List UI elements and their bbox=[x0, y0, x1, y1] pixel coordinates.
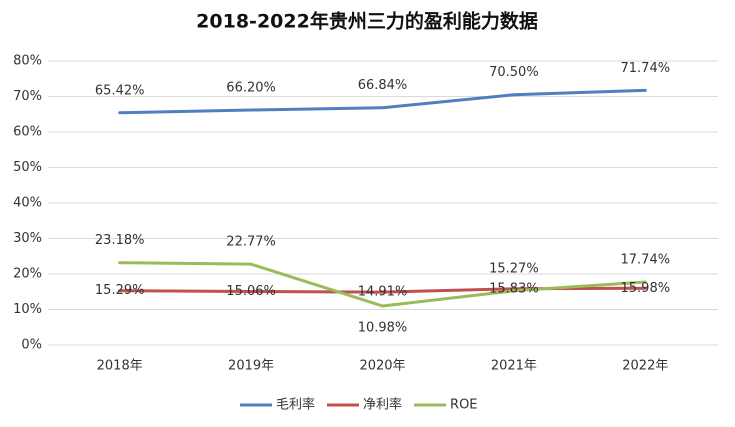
x-tick-label: 2022年 bbox=[622, 359, 668, 374]
x-tick-label: 2020年 bbox=[359, 359, 405, 374]
y-tick-label: 70% bbox=[13, 89, 42, 104]
x-tick-label: 2018年 bbox=[97, 359, 143, 374]
data-label: 66.84% bbox=[358, 78, 408, 93]
legend-label: 净利率 bbox=[363, 397, 402, 413]
y-tick-label: 40% bbox=[13, 196, 42, 211]
data-label: 23.18% bbox=[95, 233, 145, 248]
data-label: 17.74% bbox=[621, 253, 671, 268]
data-label: 65.42% bbox=[95, 83, 145, 98]
data-label: 71.74% bbox=[621, 61, 671, 76]
y-tick-label: 30% bbox=[13, 231, 42, 246]
chart-title: 2018-2022年贵州三力的盈利能力数据 bbox=[196, 10, 538, 33]
data-label: 66.20% bbox=[226, 80, 276, 95]
data-label: 14.91% bbox=[358, 285, 408, 300]
series-line bbox=[118, 88, 647, 115]
data-label: 15.98% bbox=[621, 281, 671, 296]
x-tick-label: 2019年 bbox=[228, 359, 274, 374]
legend-label: ROE bbox=[450, 398, 477, 413]
x-tick-label: 2021年 bbox=[491, 359, 537, 374]
y-tick-label: 10% bbox=[13, 302, 42, 317]
y-tick-label: 50% bbox=[13, 160, 42, 175]
y-tick-label: 60% bbox=[13, 125, 42, 140]
y-tick-label: 0% bbox=[21, 338, 42, 353]
data-label: 15.29% bbox=[95, 283, 145, 298]
data-label: 15.83% bbox=[489, 281, 539, 296]
legend-label: 毛利率 bbox=[276, 397, 315, 413]
y-tick-label: 80% bbox=[13, 54, 42, 69]
data-label: 15.27% bbox=[489, 261, 539, 276]
series-line bbox=[118, 261, 647, 308]
y-tick-label: 20% bbox=[13, 267, 42, 282]
data-label: 15.06% bbox=[226, 284, 276, 299]
data-label: 22.77% bbox=[226, 235, 276, 250]
data-label: 10.98% bbox=[358, 321, 408, 336]
data-label: 70.50% bbox=[489, 65, 539, 80]
